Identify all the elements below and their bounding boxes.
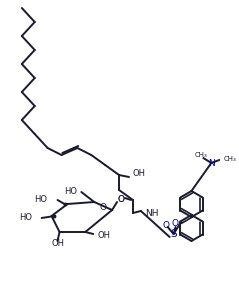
Text: O: O: [118, 196, 125, 205]
Text: OH: OH: [133, 170, 146, 179]
Text: O: O: [118, 196, 125, 205]
Text: O: O: [171, 219, 178, 228]
Text: HO: HO: [19, 213, 32, 222]
Text: O: O: [100, 202, 107, 211]
Text: OH: OH: [97, 231, 110, 239]
Text: HO: HO: [64, 187, 77, 196]
Text: S: S: [170, 229, 177, 239]
Text: N: N: [208, 158, 215, 167]
Text: HO: HO: [35, 196, 48, 205]
Text: O: O: [162, 220, 169, 230]
Text: CH₃: CH₃: [223, 156, 236, 162]
Text: CH₃: CH₃: [195, 152, 208, 158]
Text: NH: NH: [145, 210, 158, 219]
Text: OH: OH: [51, 239, 64, 248]
